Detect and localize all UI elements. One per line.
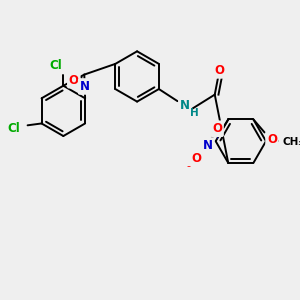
Text: N: N — [180, 99, 190, 112]
Text: CH₃: CH₃ — [282, 137, 300, 147]
Text: O: O — [267, 134, 277, 146]
Text: Cl: Cl — [7, 122, 20, 135]
Text: Cl: Cl — [50, 59, 62, 72]
Text: N: N — [203, 139, 213, 152]
Text: +: + — [213, 132, 220, 141]
Text: N: N — [80, 80, 90, 93]
Text: O: O — [69, 74, 79, 87]
Text: -: - — [186, 161, 190, 171]
Text: O: O — [214, 64, 224, 77]
Text: O: O — [212, 122, 222, 135]
Text: O: O — [192, 152, 202, 165]
Text: H: H — [190, 108, 199, 118]
